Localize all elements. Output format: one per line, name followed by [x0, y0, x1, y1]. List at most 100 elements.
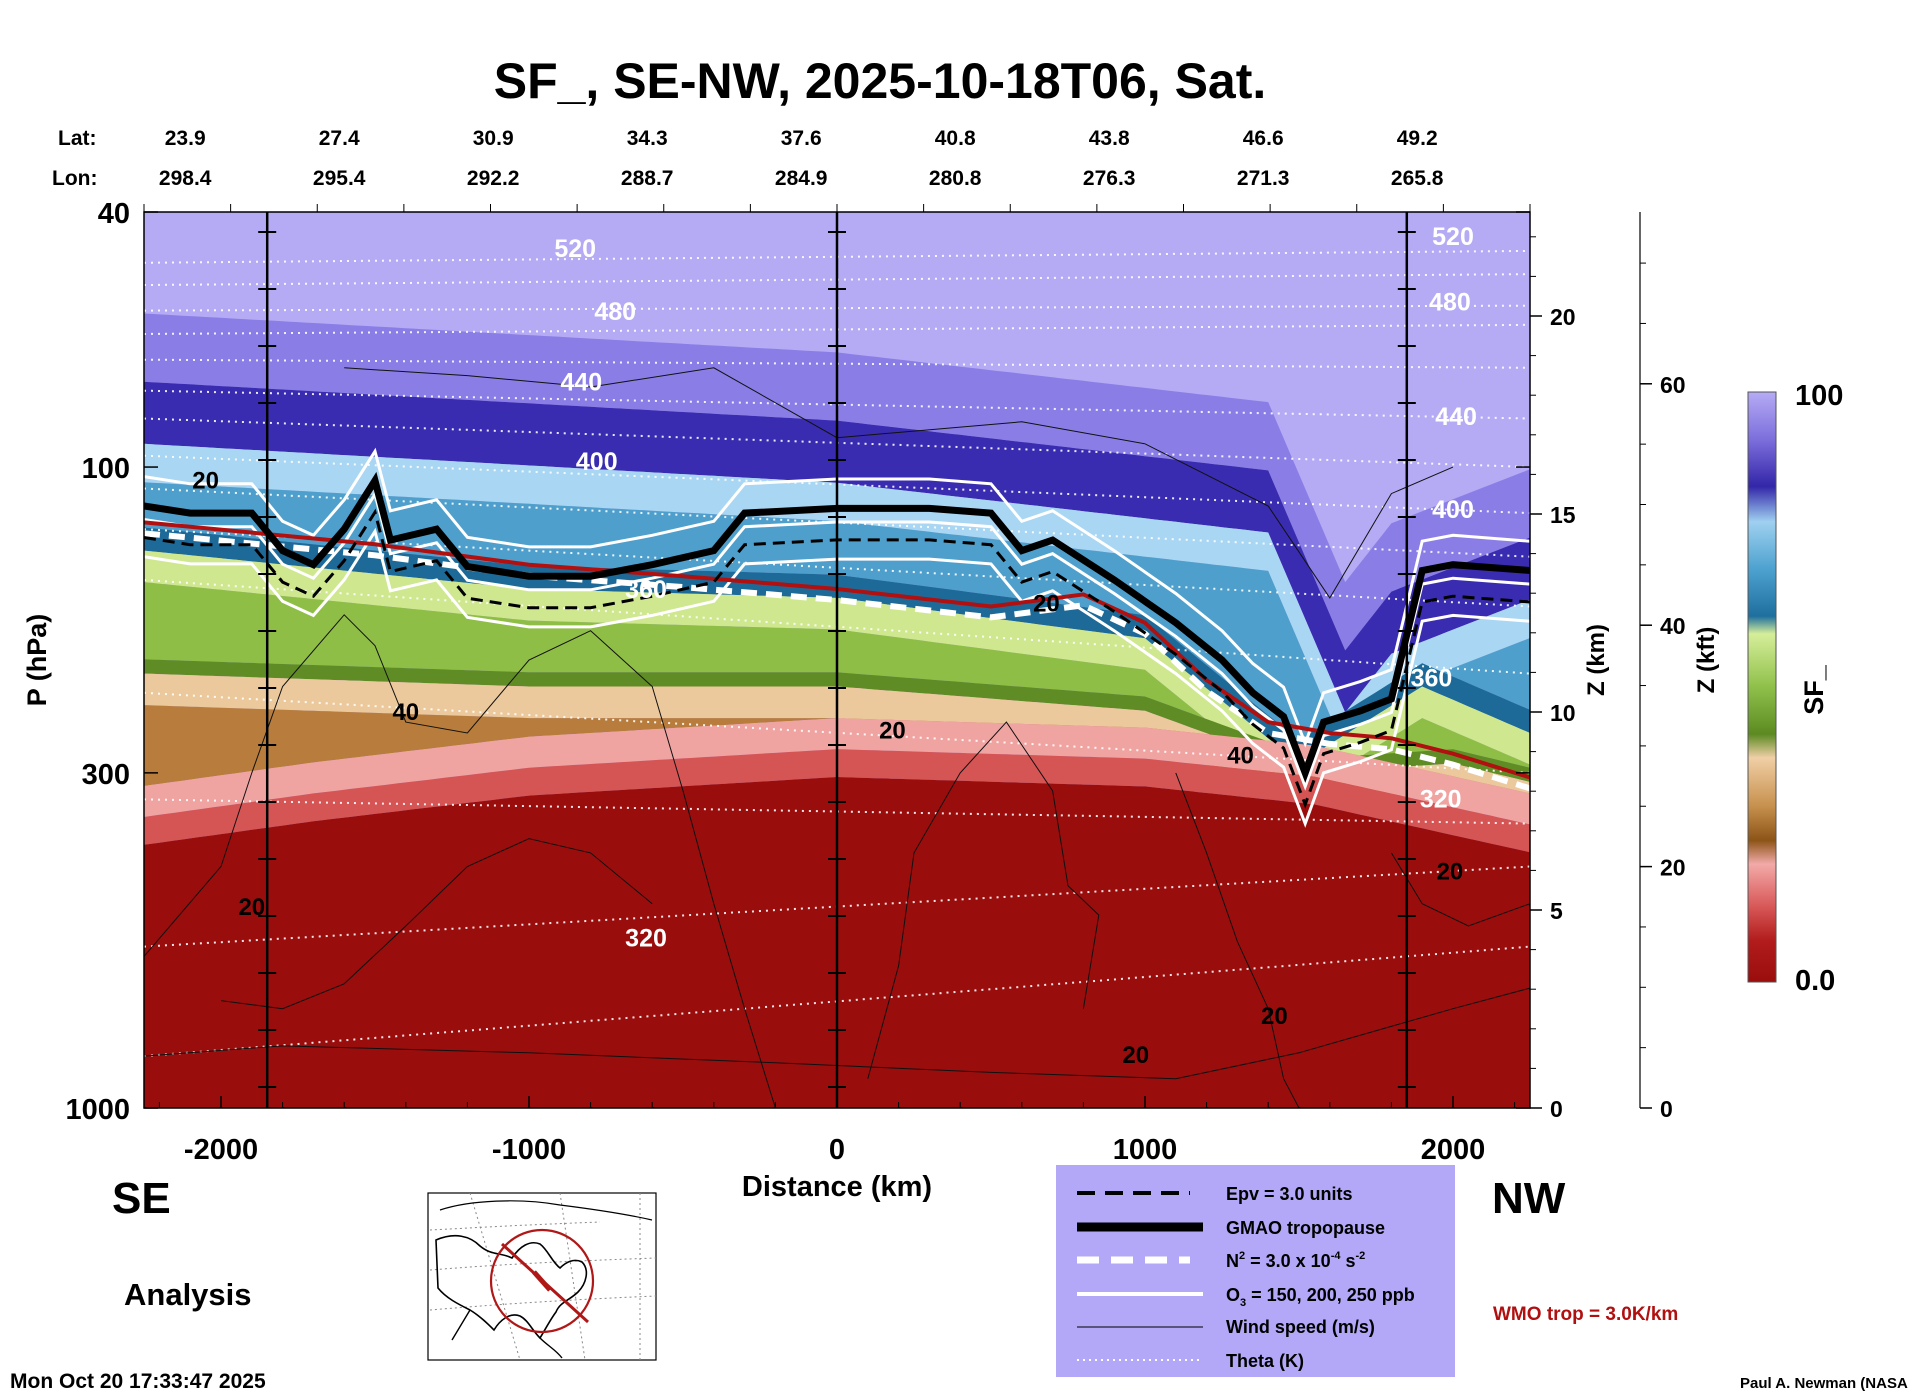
lon-value: 295.4: [313, 167, 366, 190]
theta-label: 480: [1429, 289, 1471, 317]
gmao-tropopause: [144, 471, 1530, 783]
z-kft-label: Z (kft): [1693, 627, 1720, 694]
wind-label: 20: [1261, 1003, 1288, 1030]
o3-contour: [144, 447, 1530, 748]
z-kft-tick-label: 60: [1660, 372, 1686, 398]
y-tick-label: 300: [82, 759, 130, 791]
lat-value: 30.9: [473, 127, 514, 150]
theta-label: 480: [594, 298, 636, 326]
legend-n2-label: N2 = 3.0 x 10-4 s-2: [1226, 1250, 1365, 1271]
x-axis-label: Distance (km): [742, 1171, 932, 1203]
lat-value: 34.3: [627, 127, 668, 150]
legend-o3-label: O3 = 150, 200, 250 ppb: [1226, 1285, 1415, 1309]
lat-value: 46.6: [1243, 127, 1284, 150]
legend-gmao-label: GMAO tropopause: [1226, 1218, 1385, 1238]
y-tick-label: 40: [98, 198, 130, 230]
theta-label: 320: [625, 925, 667, 953]
lat-value: 43.8: [1089, 127, 1130, 150]
z-kft-tick-label: 0: [1660, 1096, 1673, 1122]
sf-band: [144, 313, 1530, 651]
se-label: SE: [112, 1174, 171, 1223]
theta-label: 360: [625, 576, 667, 604]
lon-value: 284.9: [775, 167, 828, 190]
y-axis: 40 100 300 1000: [65, 198, 1530, 1126]
sf-band: [144, 582, 1530, 795]
nw-label: NW: [1492, 1174, 1566, 1223]
lat-value: 40.8: [935, 127, 976, 150]
z-km-tick-label: 20: [1550, 304, 1576, 330]
z-km-tick-label: 5: [1550, 898, 1563, 924]
plot-area: 520 480 440 400 360 320 520 480 440 400 360 320 20 40…: [144, 212, 1530, 1108]
lon-value: 288.7: [621, 167, 674, 190]
x-tick-label: 1000: [1113, 1134, 1178, 1166]
wind-contour: [144, 987, 1530, 1080]
wind-contour: [1175, 772, 1300, 1108]
lat-value: 27.4: [319, 127, 360, 150]
sf-band: [144, 381, 1530, 713]
wind-label: 20: [238, 894, 265, 921]
contour-labels: 520 480 440 400 360 320 520 480 440 400 360 320 20 40…: [192, 223, 1477, 1069]
epv-contour: [144, 508, 1530, 809]
sf-band: [144, 550, 1530, 795]
lat-value: 49.2: [1397, 127, 1438, 150]
sf-band: [144, 673, 1530, 814]
sf-band: [144, 482, 1530, 751]
analysis-label: Analysis: [124, 1277, 252, 1312]
lon-value: 280.8: [929, 167, 982, 190]
lat-value: 37.6: [781, 127, 822, 150]
wind-label: 20: [1033, 590, 1060, 617]
lon-value: 265.8: [1391, 167, 1444, 190]
theta-label: 360: [1411, 665, 1453, 693]
wmo-tropopause: [144, 520, 1530, 780]
theta-label: 400: [576, 448, 618, 476]
z-kft-tick-label: 40: [1660, 613, 1686, 639]
legend-wind-label: Wind speed (m/s): [1226, 1317, 1375, 1337]
theta-label: 520: [1432, 223, 1474, 251]
colorbar: [1747, 391, 1777, 983]
theta-label: 520: [554, 235, 596, 263]
theta-label: 440: [561, 369, 603, 397]
inset-map: [427, 1192, 657, 1361]
map-longitude-lines: [469, 1193, 641, 1360]
lon-value: 292.2: [467, 167, 520, 190]
theta-contour: [144, 945, 1530, 1058]
y-tick-label: 100: [82, 453, 130, 485]
o3-contour: [144, 490, 1530, 791]
wind-label: 40: [1227, 742, 1254, 769]
map-coastline: [435, 1234, 588, 1340]
x-axis: -2000 -1000 0 1000 2000: [158, 1096, 1516, 1166]
lat-label: Lat:: [58, 127, 97, 150]
lat-lon-labels: 23.9 27.4 30.9 34.3 37.6 40.8 43.8 46.6 49.2 298.…: [143, 127, 1531, 212]
wind-label: 20: [1437, 858, 1464, 885]
map-region-circle: [489, 1228, 595, 1334]
lon-value: 298.4: [159, 167, 212, 190]
colorbar-title: SF_: [1799, 664, 1829, 715]
z-km-label: Z (km): [1583, 624, 1610, 696]
legend-box: [1056, 1165, 1455, 1377]
z-km-tick-label: 0: [1550, 1096, 1563, 1122]
timestamp: Mon Oct 20 17:33:47 2025: [10, 1370, 266, 1393]
legend-theta-label: Theta (K): [1226, 1351, 1304, 1371]
lon-value: 271.3: [1237, 167, 1290, 190]
tropopause-lines: [144, 447, 1530, 828]
o3-contour: [144, 527, 1530, 828]
chart-title: SF_, SE-NW, 2025-10-18T06, Sat.: [494, 53, 1267, 109]
colorbar-min-label: 0.0: [1795, 965, 1835, 997]
wmo-note: WMO trop = 3.0K/km: [1493, 1304, 1678, 1325]
y-tick-label: 1000: [65, 1094, 130, 1126]
wind-label: 40: [392, 699, 419, 726]
credit: Paul A. Newman (NASA: [1740, 1375, 1908, 1392]
wind-contour: [220, 838, 653, 1010]
z-km-tick-label: 15: [1550, 502, 1576, 528]
map-latitude-lines: [429, 1221, 656, 1311]
wind-contour: [867, 721, 1100, 1079]
x-tick-label: 0: [829, 1134, 845, 1166]
lon-label: Lon:: [52, 167, 97, 190]
z-kft-axis: 0 20 40 60: [1639, 212, 1686, 1122]
vertical-lines: [258, 212, 1416, 1108]
wind-label: 20: [192, 467, 219, 494]
theta-label: 400: [1432, 496, 1474, 524]
legend: Epv = 3.0 units GMAO tropopause N2 = 3.0…: [1056, 1165, 1455, 1377]
legend-epv-label: Epv = 3.0 units: [1226, 1184, 1353, 1204]
